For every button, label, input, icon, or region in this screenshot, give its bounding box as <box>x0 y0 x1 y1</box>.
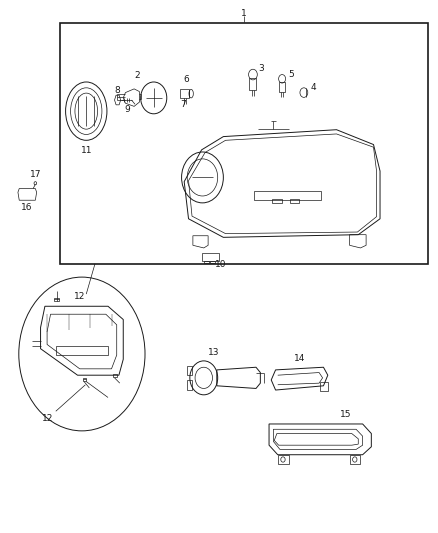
Text: 8: 8 <box>115 86 120 95</box>
Bar <box>350 455 360 464</box>
Bar <box>187 366 192 375</box>
Bar <box>272 199 282 203</box>
Text: 3: 3 <box>258 64 264 73</box>
Circle shape <box>19 277 145 431</box>
Bar <box>279 82 285 92</box>
Bar <box>204 261 208 263</box>
Bar <box>202 253 219 261</box>
Text: 7: 7 <box>180 100 186 109</box>
Bar <box>60 22 428 264</box>
Bar <box>56 345 108 355</box>
Text: 12: 12 <box>74 292 85 301</box>
Bar <box>254 191 321 200</box>
Bar <box>113 374 117 377</box>
Bar <box>187 381 192 390</box>
Text: 12: 12 <box>42 414 53 423</box>
Text: 9: 9 <box>124 105 130 114</box>
Text: 1: 1 <box>241 9 247 18</box>
Bar <box>290 199 299 203</box>
Text: 13: 13 <box>208 348 219 357</box>
Text: 14: 14 <box>294 354 305 363</box>
Text: 15: 15 <box>339 410 351 419</box>
Text: 4: 4 <box>311 83 316 92</box>
Text: 2: 2 <box>135 71 141 80</box>
Bar <box>320 382 328 391</box>
Bar <box>83 378 86 381</box>
Text: 11: 11 <box>81 147 92 156</box>
Bar <box>210 261 215 263</box>
Bar <box>180 89 188 99</box>
Bar <box>250 78 256 90</box>
Text: 16: 16 <box>21 203 32 212</box>
Text: 6: 6 <box>184 75 189 84</box>
Bar <box>278 455 289 464</box>
Text: 10: 10 <box>215 261 226 269</box>
Text: 17: 17 <box>30 170 41 179</box>
Bar <box>54 298 59 301</box>
Text: 5: 5 <box>288 69 294 78</box>
